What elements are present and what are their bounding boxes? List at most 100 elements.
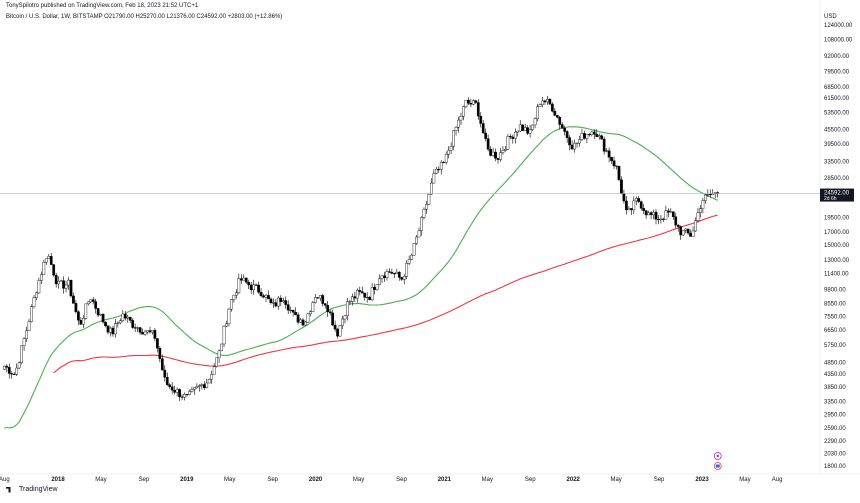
candle-body: [402, 276, 406, 280]
candle: [625, 196, 628, 215]
candle: [267, 290, 270, 300]
candle-body: [573, 142, 576, 150]
candle-body: [380, 275, 384, 279]
candle: [538, 103, 542, 107]
candle-body: [47, 256, 51, 259]
candle: [671, 211, 675, 220]
candle: [44, 258, 48, 265]
candle: [565, 130, 569, 143]
candle-body: [521, 124, 525, 131]
candle-body: [444, 153, 448, 163]
candle-body: [276, 297, 280, 307]
candle-body: [425, 204, 428, 210]
candle-body: [415, 236, 418, 244]
y-tick-label: 8550.00: [824, 302, 846, 308]
candle-body: [449, 146, 453, 151]
candle: [30, 304, 33, 323]
y-axis-currency: USD: [824, 14, 837, 20]
y-tick-label: 11400.00: [824, 272, 849, 278]
candle: [568, 135, 571, 151]
tradingview-logo[interactable]: TradingView: [6, 486, 58, 493]
candle: [131, 318, 135, 329]
candle-body: [30, 306, 33, 322]
candle-body: [69, 279, 73, 297]
y-tick-label: 3350.00: [824, 399, 846, 405]
candle-body: [518, 124, 522, 132]
candle: [170, 382, 174, 394]
y-tick-label: 108000.00: [824, 37, 853, 43]
candle: [296, 312, 300, 325]
candle-body: [662, 218, 665, 220]
candle-body: [114, 323, 117, 335]
candle: [699, 205, 702, 218]
candle: [410, 253, 413, 261]
candle-body: [681, 230, 685, 236]
candle: [676, 224, 680, 232]
candle-body: [54, 274, 58, 285]
candle: [328, 309, 332, 316]
candle: [178, 388, 181, 402]
candle-body: [22, 338, 26, 346]
candle-body: [74, 303, 78, 312]
candle: [501, 146, 505, 155]
candle-body: [506, 136, 510, 150]
candle-body: [501, 150, 505, 153]
candle: [664, 205, 668, 220]
event-marker-icon[interactable]: [713, 452, 722, 460]
candle: [116, 321, 120, 328]
candle: [252, 279, 255, 295]
candle-body: [400, 277, 404, 280]
candle-body: [541, 100, 544, 105]
candle-body: [622, 193, 626, 202]
candle: [351, 293, 354, 306]
event-markers[interactable]: [713, 452, 722, 470]
candle: [363, 292, 367, 301]
candle: [188, 389, 191, 396]
candle-body: [348, 301, 352, 303]
candle-body: [175, 389, 179, 393]
y-tick-label: 1800.00: [824, 464, 846, 470]
candle: [415, 234, 418, 245]
x-tick-label: 2022: [567, 477, 581, 483]
x-tick-label: 2018: [51, 477, 65, 483]
candle-body: [212, 366, 216, 375]
candle: [269, 297, 273, 305]
candle-body: [299, 319, 302, 323]
candle: [114, 319, 117, 338]
candle: [704, 193, 707, 204]
candle-body: [119, 320, 122, 324]
candle-body: [230, 299, 233, 310]
y-tick-label: 17000.00: [824, 230, 850, 236]
candle-body: [467, 99, 470, 104]
candle-body: [363, 292, 367, 298]
candle-body: [548, 99, 552, 105]
candle: [509, 133, 512, 140]
candle-body: [511, 136, 515, 139]
candle: [17, 361, 21, 370]
candle: [10, 371, 14, 379]
candle-body: [671, 211, 675, 217]
candle-body: [351, 296, 354, 302]
candle-body: [684, 228, 687, 231]
us-flag-icon[interactable]: [713, 462, 722, 470]
candle: [479, 112, 483, 128]
candle-body: [178, 389, 181, 398]
candle-body: [592, 131, 596, 135]
candle-body: [432, 173, 436, 184]
candle: [541, 96, 544, 108]
candle-body: [158, 348, 162, 359]
candle-body: [220, 343, 223, 352]
candle-body: [205, 382, 209, 388]
candle: [244, 277, 248, 284]
candle-body: [116, 322, 120, 324]
candle: [119, 318, 122, 325]
y-tick-label: 61500.00: [824, 96, 850, 102]
candle-body: [193, 387, 196, 390]
candle-body: [79, 319, 83, 325]
candle-body: [217, 350, 221, 358]
candle-body: [106, 325, 110, 333]
candle-body: [397, 271, 401, 278]
